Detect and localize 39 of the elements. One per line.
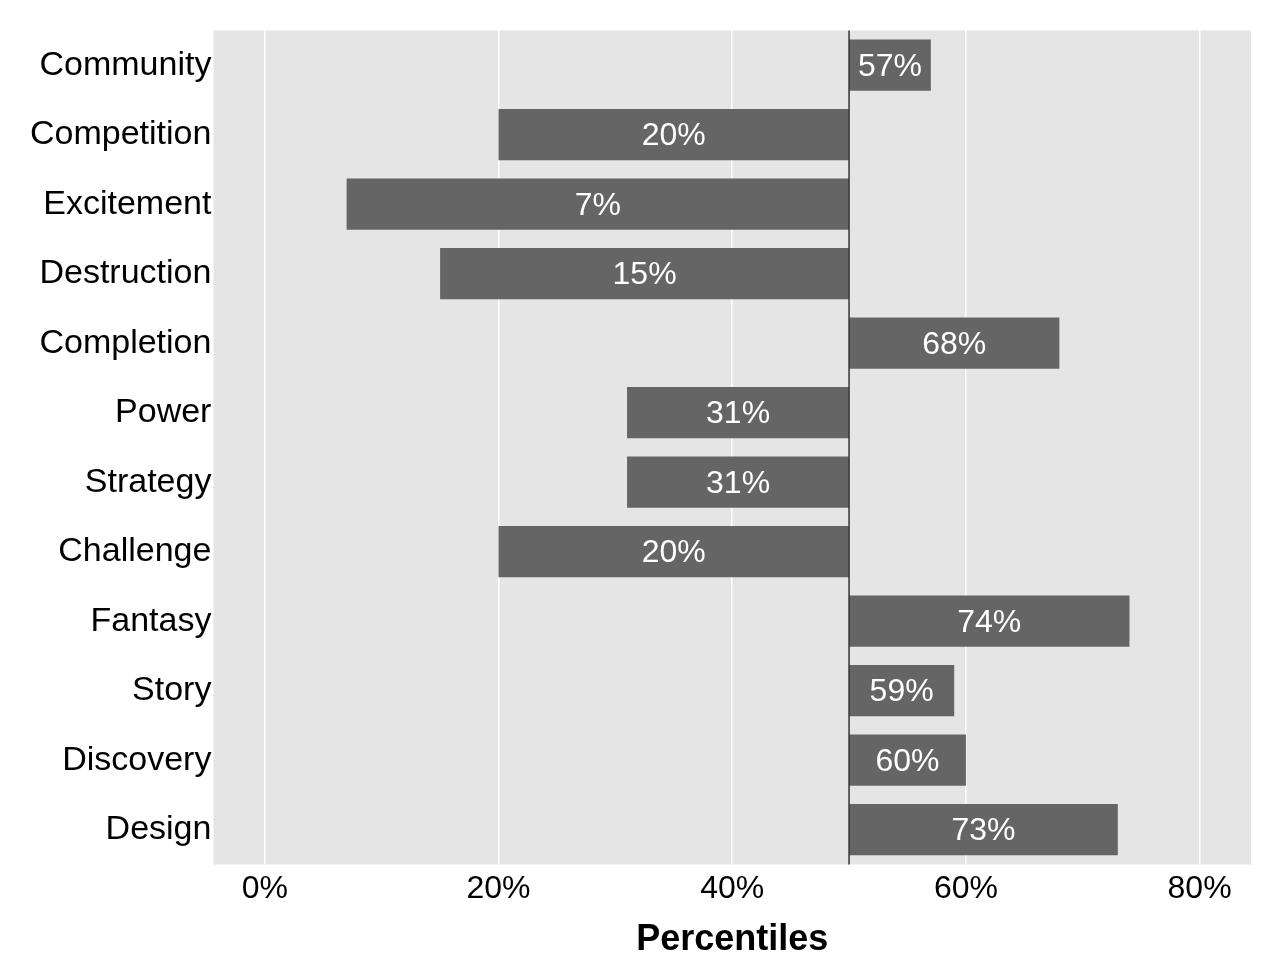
bar	[627, 386, 850, 439]
data-label: 59%	[869, 672, 934, 709]
x-tick-label: 60%	[933, 869, 998, 906]
bar	[498, 525, 850, 578]
data-label: 15%	[612, 255, 677, 292]
data-label: 20%	[641, 116, 706, 153]
y-tick-label: Discovery	[62, 738, 212, 777]
data-label: 31%	[706, 463, 771, 500]
x-axis-title: Percentiles	[636, 917, 829, 959]
y-tick-label: Fantasy	[90, 599, 212, 638]
x-tick-label: 80%	[1167, 869, 1232, 906]
bar	[498, 108, 850, 161]
data-label: 60%	[875, 741, 940, 778]
y-tick-label: Community	[39, 43, 212, 82]
x-tick-label: 20%	[466, 869, 531, 906]
bar	[627, 456, 850, 508]
data-label: 57%	[857, 46, 922, 83]
data-label: 20%	[641, 533, 706, 570]
x-tick-label: 40%	[700, 869, 765, 906]
y-tick-label: Power	[115, 391, 212, 430]
y-tick-label: Design	[105, 808, 212, 847]
y-tick-label: Strategy	[84, 460, 212, 499]
bar	[440, 247, 850, 300]
data-label: 7%	[574, 185, 621, 222]
y-tick-label: Story	[132, 669, 212, 708]
data-label: 68%	[922, 324, 987, 361]
x-tick-label: 0%	[241, 869, 288, 906]
y-tick-label: Competition	[30, 113, 212, 152]
bar	[849, 595, 1130, 647]
bar	[346, 178, 850, 230]
data-label: 31%	[706, 394, 771, 431]
bar	[849, 803, 1118, 856]
y-tick-label: Challenge	[58, 530, 212, 569]
bar	[849, 317, 1060, 369]
y-tick-label: Excitement	[43, 182, 212, 221]
data-label: 73%	[951, 811, 1016, 848]
y-tick-label: Completion	[39, 321, 212, 360]
data-label: 74%	[957, 602, 1022, 639]
y-tick-label: Destruction	[39, 252, 212, 291]
